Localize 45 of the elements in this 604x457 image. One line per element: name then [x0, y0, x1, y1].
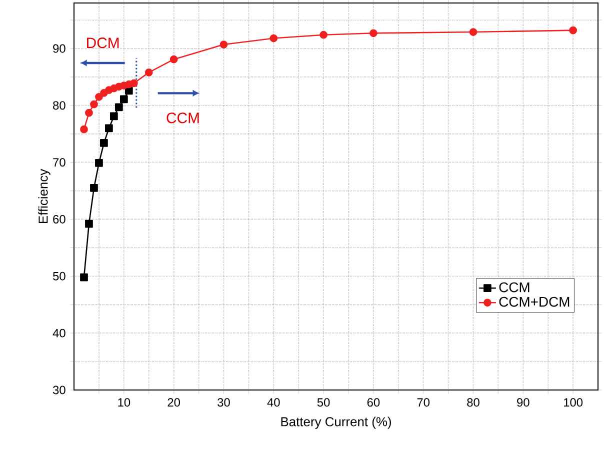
point — [85, 220, 93, 228]
x-axis-title: Battery Current (%) — [281, 416, 391, 429]
point — [110, 112, 118, 120]
y-tick-label: 70 — [53, 158, 66, 167]
point — [220, 40, 228, 48]
annotation: DCM — [87, 38, 119, 48]
point — [569, 26, 577, 34]
legend-label: CCM+DCM — [499, 296, 570, 307]
point — [170, 55, 178, 64]
point — [270, 34, 278, 42]
point — [90, 100, 98, 108]
x-tick-label: 60 — [367, 398, 380, 407]
x-tick-label: 40 — [267, 398, 280, 407]
y-tick-label: 90 — [53, 44, 66, 53]
x-tick-label: 100 — [564, 398, 583, 407]
point — [144, 68, 153, 76]
x-tick-label: 20 — [168, 398, 180, 407]
point — [370, 29, 378, 38]
point — [105, 124, 113, 132]
point — [95, 158, 103, 167]
y-tick-label: 60 — [53, 215, 66, 224]
x-tick-label: 50 — [317, 398, 330, 407]
point — [130, 79, 138, 88]
y-tick-label: 80 — [53, 101, 66, 110]
annotation: CCM — [166, 112, 199, 124]
point — [80, 273, 88, 282]
point — [469, 28, 478, 36]
x-tick-label: 70 — [417, 398, 430, 407]
x-tick-label: 30 — [218, 398, 230, 407]
point — [90, 184, 98, 192]
point — [114, 103, 123, 112]
point — [320, 30, 328, 39]
y-tick-label: 40 — [52, 328, 66, 338]
y-tick-label: 30 — [52, 386, 66, 394]
y-tick-label: 50 — [53, 272, 66, 280]
point — [85, 108, 93, 117]
x-tick-label: 10 — [118, 398, 130, 407]
x-tick-label: 90 — [517, 398, 530, 407]
legend-label: CCM — [499, 282, 530, 292]
x-tick-label: 80 — [467, 398, 480, 407]
point — [100, 139, 108, 147]
point — [120, 95, 128, 104]
y-axis-title: Efficiency — [38, 168, 50, 224]
point — [80, 125, 88, 134]
point — [95, 92, 103, 101]
